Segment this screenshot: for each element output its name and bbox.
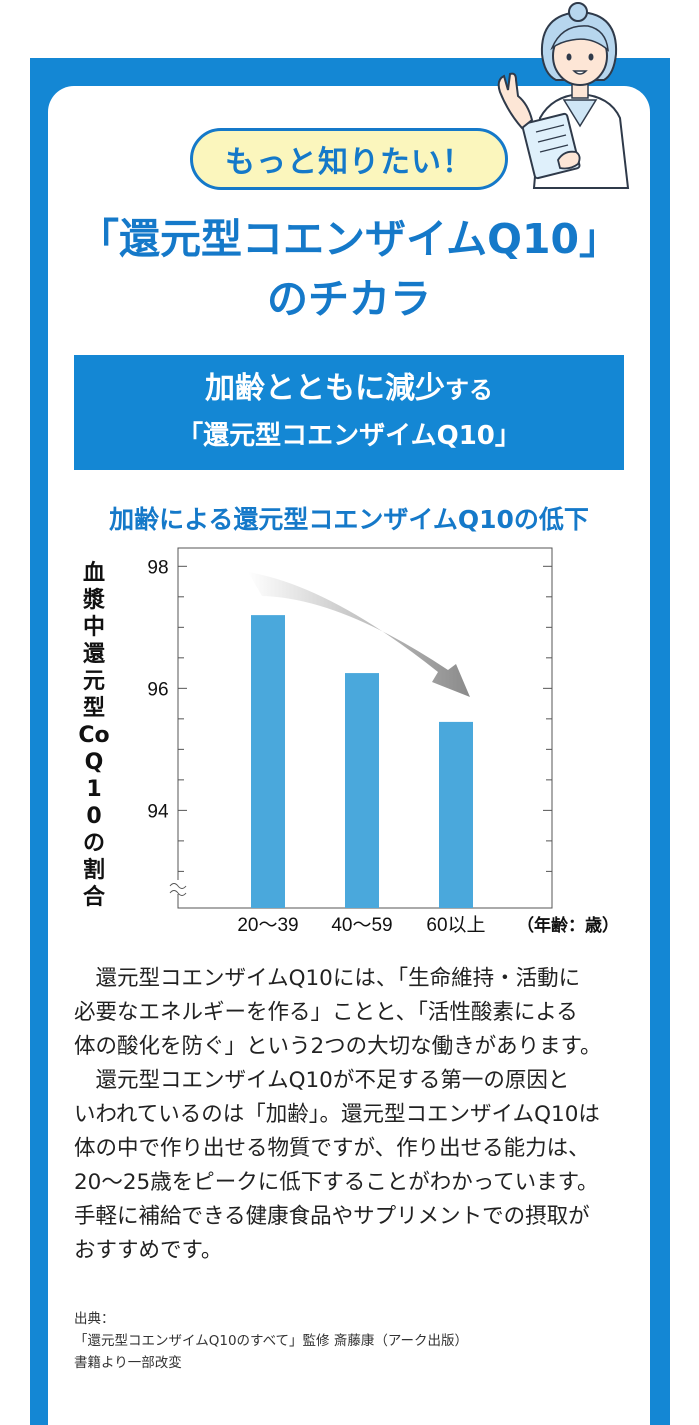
x-axis-unit: （年齢：歳）	[517, 916, 619, 936]
x-tick-label: 60以上	[426, 914, 485, 936]
source-line-2: 書籍より一部改変	[74, 1355, 182, 1371]
bar	[251, 615, 285, 908]
bar	[439, 721, 473, 908]
ylabel-glyph: 型	[82, 696, 105, 721]
axis-break-icon	[169, 880, 188, 896]
banner-line1-suffix: する	[445, 376, 493, 404]
x-tick-label: 20〜39	[237, 915, 298, 936]
ylabel-glyph: Co	[78, 723, 110, 748]
more-info-pill: もっと知りたい！	[190, 128, 508, 190]
source-line-1: 「還元型コエンザイムQ10のすべて」監修 斎藤康（アーク出版）	[74, 1333, 469, 1349]
ylabel-glyph: の	[82, 831, 105, 856]
y-tick-label: 94	[147, 801, 169, 822]
ylabel-glyph: 元	[82, 669, 105, 694]
source-label: 出典：	[74, 1311, 115, 1327]
banner-line2: 「還元型コエンザイムQ10」	[177, 421, 521, 451]
page-title-line2: のチカラ	[267, 275, 431, 323]
ylabel-glyph: Q	[84, 750, 104, 775]
ylabel-glyph: 中	[82, 615, 105, 640]
x-tick-label: 40〜59	[331, 915, 392, 936]
ylabel-glyph: 血	[82, 561, 105, 586]
ylabel-glyph: 合	[82, 885, 105, 910]
chart-title: 加齢による還元型コエンザイムQ10の低下	[109, 505, 589, 534]
ylabel-glyph: 割	[82, 858, 105, 883]
bar	[345, 673, 379, 908]
ylabel-glyph: 漿	[82, 588, 105, 613]
body-paragraph-2: 還元型コエンザイムQ10が不足する第一の原因と いわれているのは「加齢」。還元型…	[74, 1068, 600, 1263]
down-trend-arrow-icon	[248, 572, 470, 697]
ylabel-glyph: 還	[82, 642, 105, 667]
ylabel-glyph: 0	[86, 804, 102, 829]
doctor-illustration-icon	[497, 2, 630, 189]
body-text: 還元型コエンザイムQ10には、「生命維持・活動に 必要なエネルギーを作る」ことと…	[74, 962, 634, 1268]
body-paragraph-1: 還元型コエンザイムQ10には、「生命維持・活動に 必要なエネルギーを作る」ことと…	[74, 966, 602, 1059]
y-tick-label: 96	[147, 679, 168, 700]
banner-line1: 加齢とともに減少する	[74, 369, 624, 410]
page-title-line1: 「還元型コエンザイムQ10」	[77, 215, 621, 263]
y-tick-label: 98	[147, 557, 168, 578]
source-note: 出典： 「還元型コエンザイムQ10のすべて」監修 斎藤康（アーク出版） 書籍より…	[74, 1308, 634, 1374]
banner-line1-main: 加齢とともに減少	[205, 371, 445, 406]
ylabel-glyph: 1	[86, 777, 102, 802]
bar-chart: 94 96 98 20〜39 40〜59 60以上	[147, 547, 553, 936]
chart-ylabel: 血漿中還元型 Co Q 1 0 の割合	[76, 560, 112, 911]
section-banner: 加齢とともに減少する 「還元型コエンザイムQ10」	[74, 355, 624, 470]
